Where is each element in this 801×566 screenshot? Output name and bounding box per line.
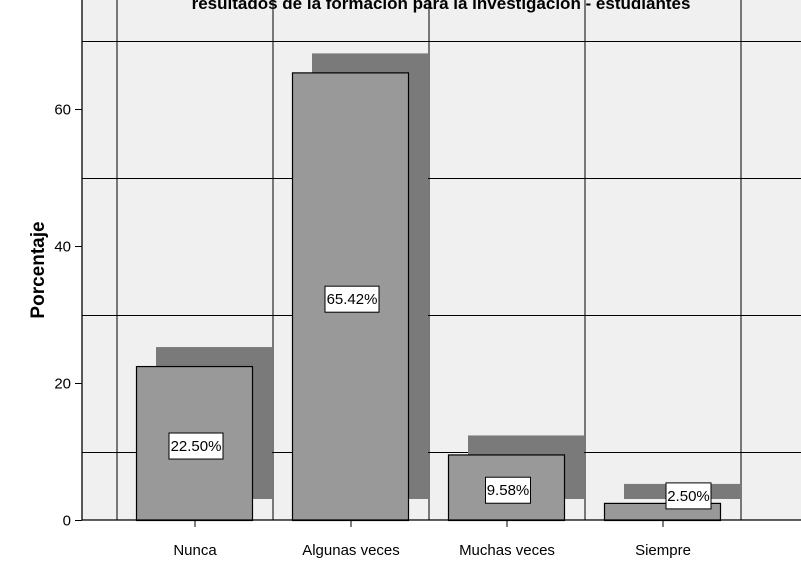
axes: Nunca Algunas veces Muchas veces Siempre 0 20… xyxy=(54,0,801,559)
y-tick-label: 20 xyxy=(54,376,71,393)
data-label: 22.50% xyxy=(171,438,222,455)
data-label-box xyxy=(485,476,531,504)
x-tick-label: Siempre xyxy=(635,542,691,559)
data-label: 2.50% xyxy=(667,488,710,505)
grid-lines xyxy=(82,0,801,520)
x-tick-label: Muchas veces xyxy=(459,542,555,559)
y-tick-label: 40 xyxy=(54,239,71,256)
data-label: 65.42% xyxy=(327,291,378,308)
x-tick-label: Algunas veces xyxy=(302,542,400,559)
x-tick-label: Nunca xyxy=(173,542,217,559)
data-label: 9.58% xyxy=(487,482,530,499)
data-label-box xyxy=(665,482,712,510)
chart-title: resultados de la formación para la inves… xyxy=(192,0,691,13)
data-label-box xyxy=(324,285,380,313)
y-axis-label: Porcentaje xyxy=(28,221,49,318)
data-label-box xyxy=(168,432,224,460)
y-tick-label: 60 xyxy=(54,102,71,119)
bars: 22.50% 65.42% 9.58% 2.50% xyxy=(135,53,740,522)
y-tick-label: 0 xyxy=(63,513,71,530)
